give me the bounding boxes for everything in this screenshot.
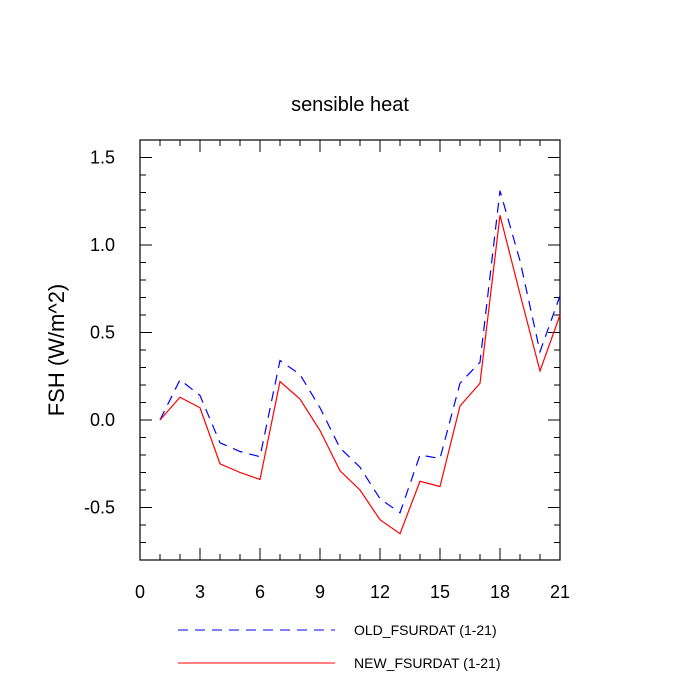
x-tick-label: 15 [430, 582, 450, 602]
series-line-old-fsurdat [159, 190, 561, 514]
chart-title: sensible heat [291, 94, 409, 116]
legend: OLD_FSURDAT (1-21) NEW_FSURDAT (1-21) [178, 622, 501, 671]
y-tick-labels: -0.5 0.0 0.5 1.0 1.5 [84, 148, 115, 518]
plot-frame [139, 139, 561, 561]
x-tick-label: 6 [255, 582, 265, 602]
y-tick-label: 0.5 [90, 323, 115, 343]
y-tick-label: 1.0 [90, 235, 115, 255]
y-tick-label: 1.5 [90, 148, 115, 168]
x-tick-label: 9 [315, 582, 325, 602]
axis-ticks [139, 139, 561, 561]
x-tick-label: 0 [135, 582, 145, 602]
y-axis-label: FSH (W/m^2) [44, 284, 69, 417]
x-tick-labels: 0 3 6 9 12 15 18 21 [135, 582, 570, 602]
legend-label-old-fsurdat: OLD_FSURDAT (1-21) [354, 622, 497, 638]
y-tick-label: -0.5 [84, 498, 115, 518]
legend-label-new-fsurdat: NEW_FSURDAT (1-21) [354, 655, 501, 671]
series-lines [159, 190, 561, 535]
y-tick-label: 0.0 [90, 410, 115, 430]
series-line-new-fsurdat [159, 215, 561, 535]
x-tick-label: 3 [195, 582, 205, 602]
x-tick-label: 12 [370, 582, 390, 602]
x-tick-label: 21 [550, 582, 570, 602]
x-tick-label: 18 [490, 582, 510, 602]
